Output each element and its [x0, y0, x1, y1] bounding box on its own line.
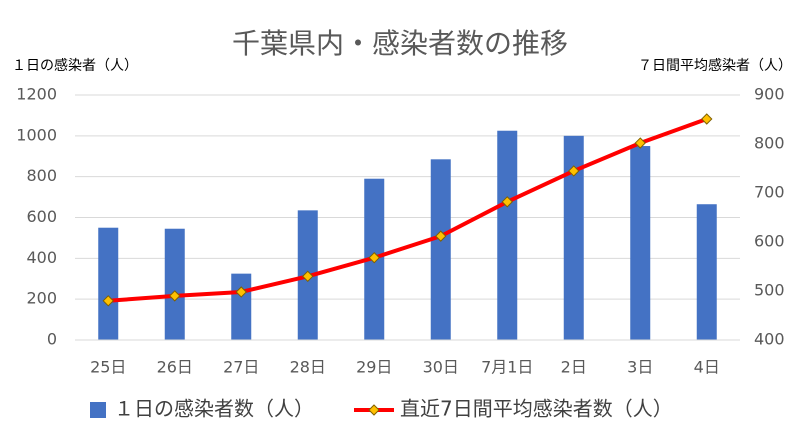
line [108, 117, 708, 303]
marker [634, 137, 646, 149]
y-tick-label: 200 [26, 289, 57, 308]
marker [169, 290, 181, 302]
y2-tick-label: 500 [754, 281, 785, 300]
chart-title: 千葉県内・感染者数の推移 [232, 27, 568, 60]
x-tick-label: 2日 [561, 358, 587, 377]
x-tick-label: 30日 [423, 358, 459, 377]
legend-label: 直近7日間平均感染者数（人） [400, 397, 673, 421]
bar [98, 227, 119, 340]
marker [102, 295, 114, 307]
y-tick-label: 600 [26, 207, 57, 226]
y-tick-label: 0 [47, 330, 57, 349]
marker [701, 113, 713, 125]
x-tick-label: 25日 [90, 358, 126, 377]
marker [435, 230, 447, 242]
y2-tick-label: 800 [754, 134, 785, 153]
bar [563, 135, 584, 340]
marker [235, 286, 247, 298]
y-tick-label: 1000 [16, 125, 57, 144]
y-tick-label: 1200 [16, 85, 57, 104]
y-tick-label: 400 [26, 248, 57, 267]
x-tick-label: 3日 [627, 358, 653, 377]
x-tick-label: 26日 [157, 358, 193, 377]
x-tick-label: 7月1日 [481, 358, 533, 377]
bar [231, 273, 252, 340]
x-tick-label: 4日 [694, 358, 720, 377]
y2-tick-label: 700 [754, 183, 785, 202]
legend-swatch [90, 402, 106, 418]
marker [302, 270, 314, 283]
legend-label: １日の感染者数（人） [114, 397, 314, 421]
x-tick-label: 27日 [223, 358, 259, 377]
marker [501, 196, 513, 208]
bar [696, 204, 717, 340]
y-axis-title: １日の感染者（人） [12, 57, 138, 74]
bar [497, 130, 518, 340]
marker [368, 251, 380, 264]
bar [430, 159, 451, 340]
y2-tick-label: 600 [754, 232, 785, 251]
x-tick-label: 29日 [356, 358, 392, 377]
y2-axis-title: ７日間平均感染者（人） [638, 57, 792, 74]
bar [630, 146, 651, 340]
y-tick-label: 800 [26, 166, 57, 185]
y2-tick-label: 400 [754, 330, 785, 349]
y2-tick-label: 900 [754, 85, 785, 104]
bar [164, 228, 185, 340]
legend-marker [368, 404, 380, 416]
marker [568, 165, 580, 177]
x-tick-label: 28日 [290, 358, 326, 377]
